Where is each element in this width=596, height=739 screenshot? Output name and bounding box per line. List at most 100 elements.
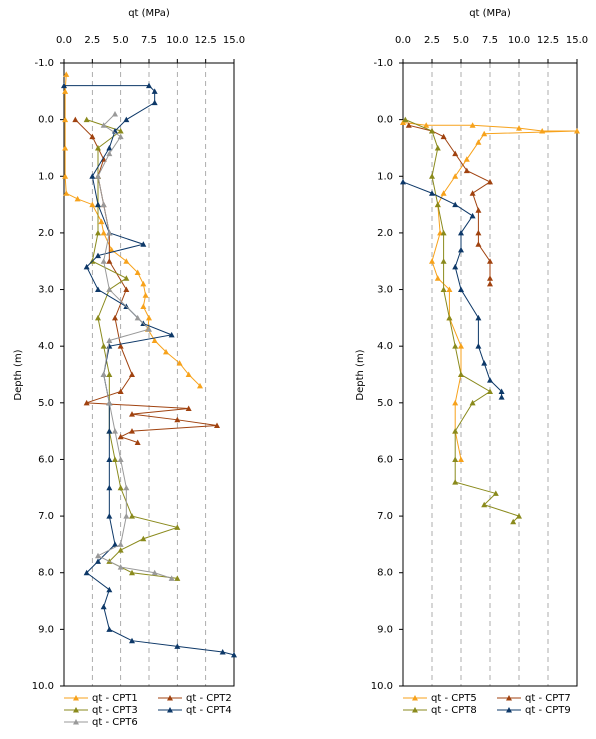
data-point: [140, 303, 147, 310]
data-point: [140, 241, 147, 247]
data-point: [95, 173, 101, 179]
data-point: [108, 246, 115, 253]
data-point: [452, 343, 459, 349]
data-point: [106, 144, 113, 151]
x-tick-label: 5.0: [453, 35, 469, 46]
data-point: [89, 133, 96, 140]
data-point: [117, 127, 124, 134]
legend-label: qt - CPT1: [92, 693, 138, 704]
data-point: [151, 569, 158, 576]
data-point: [469, 190, 476, 196]
data-point: [129, 371, 135, 377]
x-tick-label: 2.5: [84, 35, 100, 46]
data-point: [140, 280, 147, 287]
data-point: [72, 116, 79, 123]
data-point: [129, 428, 135, 434]
data-point: [106, 337, 113, 344]
x-tick-label: 10.0: [166, 35, 188, 46]
data-point: [429, 190, 435, 196]
data-point: [100, 258, 107, 264]
data-point: [63, 71, 70, 77]
data-point: [539, 127, 546, 134]
data-point: [458, 286, 464, 293]
y-tick-label: 6.0: [377, 454, 393, 465]
legend-label: qt - CPT3: [92, 705, 138, 716]
data-point: [100, 371, 107, 377]
data-point: [440, 286, 447, 293]
y-tick-label: 5.0: [377, 398, 393, 409]
data-point: [112, 110, 118, 117]
legend-label: qt - CPT2: [186, 693, 232, 704]
x-tick-label: 10.0: [508, 35, 530, 46]
data-point: [174, 643, 181, 649]
y-tick-label: 0.0: [38, 115, 54, 126]
data-point: [117, 343, 124, 349]
y-tick-label: 10.0: [371, 681, 393, 692]
data-point: [458, 343, 464, 349]
y-tick-label: 9.0: [38, 624, 54, 635]
data-point: [62, 173, 69, 179]
data-point: [452, 150, 459, 157]
data-point: [174, 524, 181, 530]
data-point: [83, 569, 90, 576]
data-point: [475, 314, 482, 321]
data-point: [140, 535, 147, 542]
y-tick-label: 4.0: [38, 341, 54, 352]
legend-marker: [412, 707, 418, 713]
data-point: [487, 377, 493, 383]
legend-label: qt - CPT5: [431, 693, 477, 704]
data-point: [510, 518, 517, 525]
data-point: [100, 229, 107, 236]
data-point: [151, 337, 158, 344]
data-point: [446, 314, 453, 321]
data-point: [146, 326, 152, 332]
data-point: [168, 331, 175, 338]
data-point: [469, 122, 476, 128]
legend-label: qt - CPT6: [92, 717, 138, 728]
x-tick-label: 7.5: [482, 35, 498, 46]
y-tick-label: 1.0: [377, 171, 393, 182]
data-point: [452, 479, 459, 485]
data-point: [434, 144, 441, 151]
data-point: [440, 258, 447, 264]
data-point: [100, 122, 107, 128]
y-tick-label: 7.0: [377, 511, 393, 522]
data-point: [197, 382, 203, 389]
legend-marker: [73, 719, 79, 725]
y-tick-label: 6.0: [38, 454, 54, 465]
data-point: [106, 456, 113, 462]
data-point: [151, 99, 158, 106]
y-tick-label: 9.0: [377, 624, 393, 635]
data-point: [134, 439, 141, 445]
data-point: [146, 314, 152, 321]
legend-marker: [506, 707, 512, 713]
data-point: [463, 156, 470, 162]
data-point: [106, 513, 113, 519]
data-point: [452, 173, 459, 179]
data-point: [475, 207, 482, 213]
series-line: [402, 181, 503, 398]
x-tick-label: 2.5: [424, 35, 440, 46]
legend-label: qt - CPT8: [431, 705, 477, 716]
data-point: [151, 88, 158, 94]
x-tick-label: 15.0: [566, 35, 588, 46]
data-point: [487, 258, 493, 264]
series-line: [74, 119, 218, 443]
data-point: [440, 133, 447, 140]
data-point: [463, 167, 470, 174]
data-point: [129, 513, 135, 519]
data-point: [100, 603, 107, 610]
data-point: [95, 558, 101, 564]
x-tick-label: 0.0: [56, 35, 72, 46]
y-axis-title: Depth (m): [13, 349, 24, 400]
data-point: [492, 490, 499, 496]
x-tick-label: 7.5: [141, 35, 157, 46]
legend-label: qt - CPT7: [525, 693, 571, 704]
data-point: [83, 263, 90, 270]
data-point: [516, 125, 522, 131]
y-tick-label: -1.0: [373, 58, 393, 69]
y-tick-label: 4.0: [377, 341, 393, 352]
data-point: [106, 150, 113, 157]
data-point: [112, 456, 118, 462]
